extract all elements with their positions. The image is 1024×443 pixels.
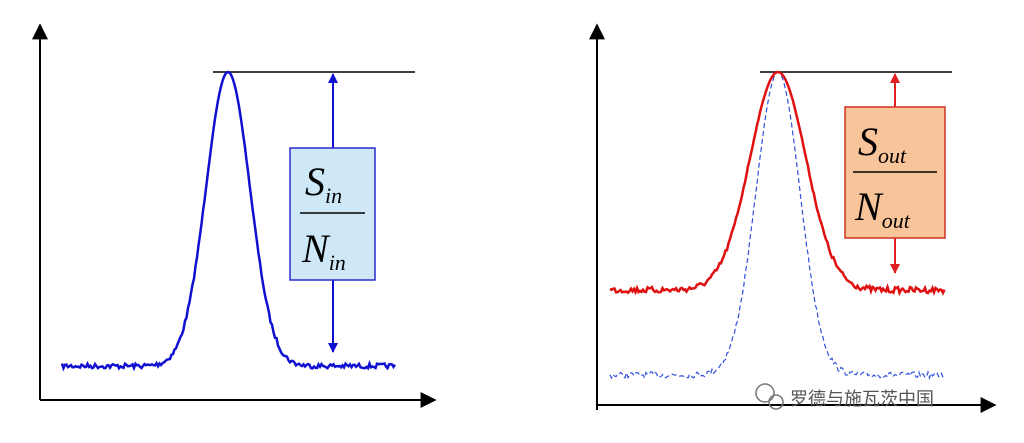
watermark: 罗德与施瓦茨中国 [755, 383, 934, 410]
signal: S [305, 159, 325, 204]
noise: N [301, 226, 331, 271]
watermark-icon [755, 383, 775, 403]
output-curve [609, 70, 946, 297]
noise-sub: in [329, 250, 346, 275]
watermark-text: 罗德与施瓦茨中国 [790, 389, 934, 410]
noise-label: Nin [301, 226, 346, 275]
signal-curve [60, 70, 397, 372]
signal-label: Sin [305, 159, 342, 208]
watermark-icon [768, 394, 784, 410]
noise-label: Nout [854, 184, 911, 233]
signal-label: Sout [858, 119, 907, 168]
noise-sub: out [882, 208, 911, 233]
signal: S [858, 119, 878, 164]
noise: N [854, 184, 884, 229]
signal-sub: out [878, 143, 907, 168]
signal-sub: in [325, 183, 342, 208]
snr-box [289, 147, 376, 281]
